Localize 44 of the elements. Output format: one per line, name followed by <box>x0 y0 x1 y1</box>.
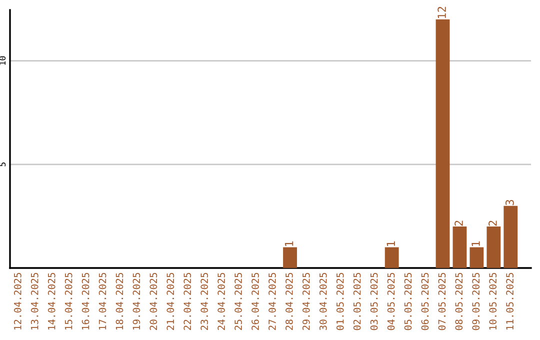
x-tick-label: 29.04.2025 <box>302 272 310 330</box>
x-tick-label: 15.04.2025 <box>64 272 72 330</box>
x-tick-label: 10.05.2025 <box>489 272 497 330</box>
data-label: 1 <box>472 241 480 246</box>
data-label: 3 <box>505 200 514 206</box>
x-tick-label: 02.05.2025 <box>353 272 361 330</box>
bar <box>486 226 501 268</box>
x-tick-label: 08.05.2025 <box>455 272 463 330</box>
x-tick-label: 05.05.2025 <box>404 272 412 330</box>
x-tick-label: 26.04.2025 <box>252 272 259 330</box>
x-tick-label: 18.04.2025 <box>116 272 124 330</box>
x-tick-label: 24.04.2025 <box>218 272 225 330</box>
bar <box>384 247 399 268</box>
x-tick-label: 21.04.2025 <box>166 272 174 330</box>
x-tick-label: 01.05.2025 <box>336 272 344 330</box>
x-tick-label: 07.05.2025 <box>438 272 446 330</box>
data-label: 12 <box>438 6 446 18</box>
bar <box>452 226 467 268</box>
x-tick-label: 25.04.2025 <box>234 272 242 330</box>
x-tick-label: 19.04.2025 <box>132 272 140 330</box>
bar <box>470 247 484 268</box>
x-tick-label: 20.04.2025 <box>150 272 158 330</box>
x-tick-label: 09.05.2025 <box>472 272 480 330</box>
data-label: 1 <box>285 241 294 246</box>
data-label: 1 <box>386 241 395 246</box>
data-label: 2 <box>454 220 463 226</box>
x-tick-label: 14.04.2025 <box>48 272 56 330</box>
x-tick-label: 13.04.2025 <box>30 272 38 330</box>
x-tick-label: 04.05.2025 <box>387 272 395 330</box>
bar <box>283 247 297 268</box>
x-tick-label: 22.04.2025 <box>184 272 192 330</box>
x-tick-label: 16.04.2025 <box>82 272 90 330</box>
x-tick-label: 12.04.2025 <box>14 272 22 330</box>
data-label: 2 <box>488 220 497 226</box>
bar <box>436 19 450 268</box>
bar <box>504 206 518 268</box>
x-tick-label: 27.04.2025 <box>268 272 276 330</box>
x-tick-label: 28.04.2025 <box>286 272 293 330</box>
x-tick-label: 23.04.2025 <box>200 272 208 330</box>
x-tick-label: 17.04.2025 <box>98 272 106 330</box>
x-tick-label: 06.05.2025 <box>421 272 429 330</box>
x-tick-label: 30.04.2025 <box>319 272 327 330</box>
x-tick-label: 03.05.2025 <box>370 272 378 330</box>
x-tick-label: 11.05.2025 <box>506 272 514 330</box>
